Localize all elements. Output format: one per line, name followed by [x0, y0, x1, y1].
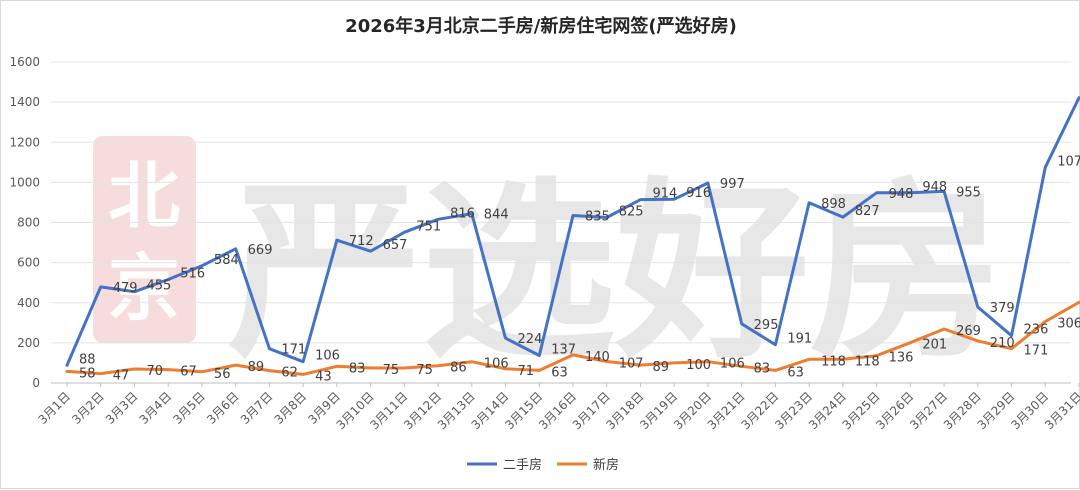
data-label-ershoufang: 914 — [652, 187, 677, 202]
legend-label: 二手房 — [503, 457, 542, 473]
data-label-ershoufang: 236 — [1024, 323, 1049, 338]
data-label-xinfang: 136 — [889, 351, 914, 366]
data-label-xinfang: 47 — [113, 369, 130, 384]
watermark: 北 京 严选好房 — [93, 136, 1003, 385]
data-label-ershoufang: 844 — [484, 208, 509, 223]
data-label-xinfang: 210 — [990, 336, 1015, 351]
data-label-xinfang: 62 — [281, 366, 298, 381]
data-label-xinfang: 118 — [821, 354, 846, 369]
data-label-xinfang: 306 — [1057, 317, 1080, 332]
data-label-xinfang: 67 — [180, 365, 197, 380]
data-label-xinfang: 63 — [787, 365, 804, 380]
legend-label: 新房 — [593, 457, 619, 473]
data-label-xinfang: 83 — [754, 361, 771, 376]
data-label-ershoufang: 106 — [315, 349, 340, 364]
data-label-ershoufang: 137 — [551, 343, 576, 358]
y-tick-label: 1600 — [9, 55, 40, 69]
y-tick-label: 1400 — [9, 95, 40, 109]
series-lines — [65, 96, 1080, 376]
data-label-ershoufang: 997 — [720, 177, 745, 192]
data-label-ershoufang: 751 — [416, 219, 441, 234]
data-label-ershoufang: 88 — [79, 352, 96, 367]
data-label-ershoufang: 479 — [113, 281, 138, 296]
x-tick-label: 3月4日 — [137, 389, 175, 427]
y-tick-label: 600 — [17, 256, 40, 270]
data-label-xinfang: 107 — [619, 357, 644, 372]
y-tick-label: 1200 — [9, 135, 40, 149]
svg-text:北: 北 — [108, 154, 180, 238]
data-label-ershoufang: 669 — [248, 243, 273, 258]
data-label-xinfang: 86 — [450, 361, 467, 376]
data-label-xinfang: 58 — [79, 366, 96, 381]
data-label-xinfang: 100 — [686, 358, 711, 373]
data-label-xinfang: 201 — [922, 338, 947, 353]
chart-title: 2026年3月北京二手房/新房住宅网签(严选好房) — [345, 15, 737, 37]
series-line-xinfang — [65, 300, 1080, 376]
y-tick-label: 200 — [17, 336, 40, 350]
data-label-xinfang: 106 — [720, 357, 745, 372]
x-tick-label: 3月7日 — [238, 389, 276, 427]
y-tick-label: 400 — [17, 296, 40, 310]
data-labels: 88 479 455 516 584 669 171 106 712 657 751 816 844 22… — [79, 154, 1080, 384]
data-label-ershoufang: 827 — [855, 204, 880, 219]
data-label-xinfang: 56 — [214, 367, 231, 382]
data-label-ershoufang: 816 — [450, 206, 475, 221]
data-label-ershoufang: 916 — [686, 186, 711, 201]
data-label-xinfang: 140 — [585, 350, 610, 365]
x-tick-label: 3月2日 — [69, 389, 107, 427]
x-tick-label: 3月1日 — [35, 389, 73, 427]
data-label-ershoufang: 191 — [787, 332, 812, 347]
data-label-ershoufang: 295 — [754, 318, 779, 333]
data-label-xinfang: 89 — [248, 360, 265, 375]
data-label-ershoufang: 898 — [821, 197, 846, 212]
grid — [51, 61, 1071, 384]
data-label-xinfang: 106 — [484, 357, 509, 372]
y-tick-label: 1000 — [9, 175, 40, 189]
x-tick-label: 3月3日 — [103, 389, 141, 427]
y-axis: 0 200 400 600 800 1000 1200 1400 1600 — [9, 55, 40, 390]
data-label-xinfang: 71 — [518, 364, 535, 379]
data-label-xinfang: 70 — [146, 364, 163, 379]
data-label-ershoufang: 455 — [146, 279, 171, 294]
data-label-ershoufang: 955 — [956, 185, 981, 200]
data-label-xinfang: 63 — [551, 365, 568, 380]
y-tick-label: 800 — [17, 216, 40, 230]
data-label-ershoufang: 948 — [889, 187, 914, 202]
data-label-ershoufang: 516 — [180, 266, 205, 281]
data-label-ershoufang: 224 — [518, 332, 543, 347]
data-label-ershoufang: 584 — [214, 253, 239, 268]
data-label-xinfang: 43 — [315, 369, 332, 384]
series-line-ershoufang — [65, 96, 1080, 367]
watermark-text: 严选好房 — [228, 162, 1003, 385]
data-label-ershoufang: 835 — [585, 209, 610, 224]
data-label-ershoufang: 825 — [619, 204, 644, 219]
data-label-ershoufang: 657 — [383, 238, 408, 253]
x-tick-label: 3月8日 — [272, 389, 310, 427]
data-label-xinfang: 75 — [416, 363, 433, 378]
data-label-ershoufang: 712 — [349, 234, 374, 249]
data-label-xinfang: 83 — [349, 361, 366, 376]
data-label-ershoufang: 171 — [281, 343, 306, 358]
data-label-xinfang: 89 — [652, 360, 669, 375]
x-tick-label: 3月6日 — [204, 389, 242, 427]
data-label-xinfang: 269 — [956, 324, 981, 339]
data-label-xinfang: 171 — [1024, 344, 1049, 359]
x-tick-label: 3月5日 — [170, 389, 208, 427]
legend: 二手房 新房 — [467, 457, 619, 473]
watermark-seal — [93, 136, 196, 343]
data-label-xinfang: 118 — [855, 354, 880, 369]
data-label-ershoufang: 948 — [922, 180, 947, 195]
data-label-ershoufang: 379 — [990, 301, 1015, 316]
y-tick-label: 0 — [32, 376, 40, 390]
data-label-xinfang: 75 — [383, 363, 400, 378]
x-axis: 3月1日3月2日3月3日3月4日3月5日3月6日3月7日3月8日3月9日3月10… — [35, 383, 1080, 432]
